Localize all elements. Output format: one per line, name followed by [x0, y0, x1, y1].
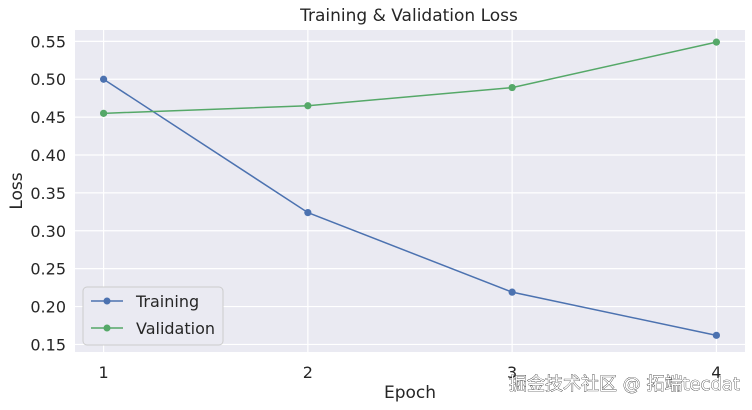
legend-validation-marker	[103, 324, 111, 332]
validation-point	[99, 109, 108, 117]
y-tick-label: 0.20	[30, 298, 66, 317]
training-point	[508, 288, 516, 296]
y-tick-label: 0.30	[30, 222, 66, 241]
training-line	[103, 78, 717, 337]
validation-point	[712, 38, 721, 46]
series-layer	[99, 38, 721, 339]
y-tick-labels: 0.15 0.20 0.25 0.30 0.35 0.40 0.45 0.50 0.55	[30, 32, 66, 354]
y-tick-label: 0.35	[30, 184, 66, 203]
x-tick-labels: 1 2 3 4	[99, 363, 722, 382]
training-point	[304, 208, 312, 217]
y-tick-label: 0.40	[30, 146, 66, 165]
y-axis-label: Loss	[7, 172, 27, 209]
validation-point	[508, 83, 516, 92]
y-tick-label: 0.45	[30, 108, 66, 127]
x-tick-label: 4	[711, 363, 721, 382]
legend-validation-label: Validation	[136, 319, 215, 338]
legend-training-marker	[103, 297, 111, 305]
y-tick-label: 0.55	[30, 32, 66, 51]
y-tick-label: 0.50	[30, 70, 66, 89]
x-tick-label: 3	[507, 363, 517, 382]
validation-point	[304, 102, 312, 110]
legend: Training Validation	[82, 286, 224, 346]
y-tick-label: 0.15	[30, 335, 66, 354]
validation-line	[103, 41, 717, 115]
y-tick-label: 0.25	[30, 260, 66, 279]
training-point	[99, 75, 108, 83]
x-tick-label: 1	[99, 363, 109, 382]
training-point	[712, 331, 721, 339]
x-tick-label: 2	[303, 363, 313, 382]
x-axis-label: Epoch	[384, 383, 436, 403]
chart-title: Training & Validation Loss	[299, 6, 518, 26]
watermark: 掘金技术社区 @ 拓端tecdat	[509, 374, 740, 395]
legend-training-label: Training	[135, 292, 199, 311]
